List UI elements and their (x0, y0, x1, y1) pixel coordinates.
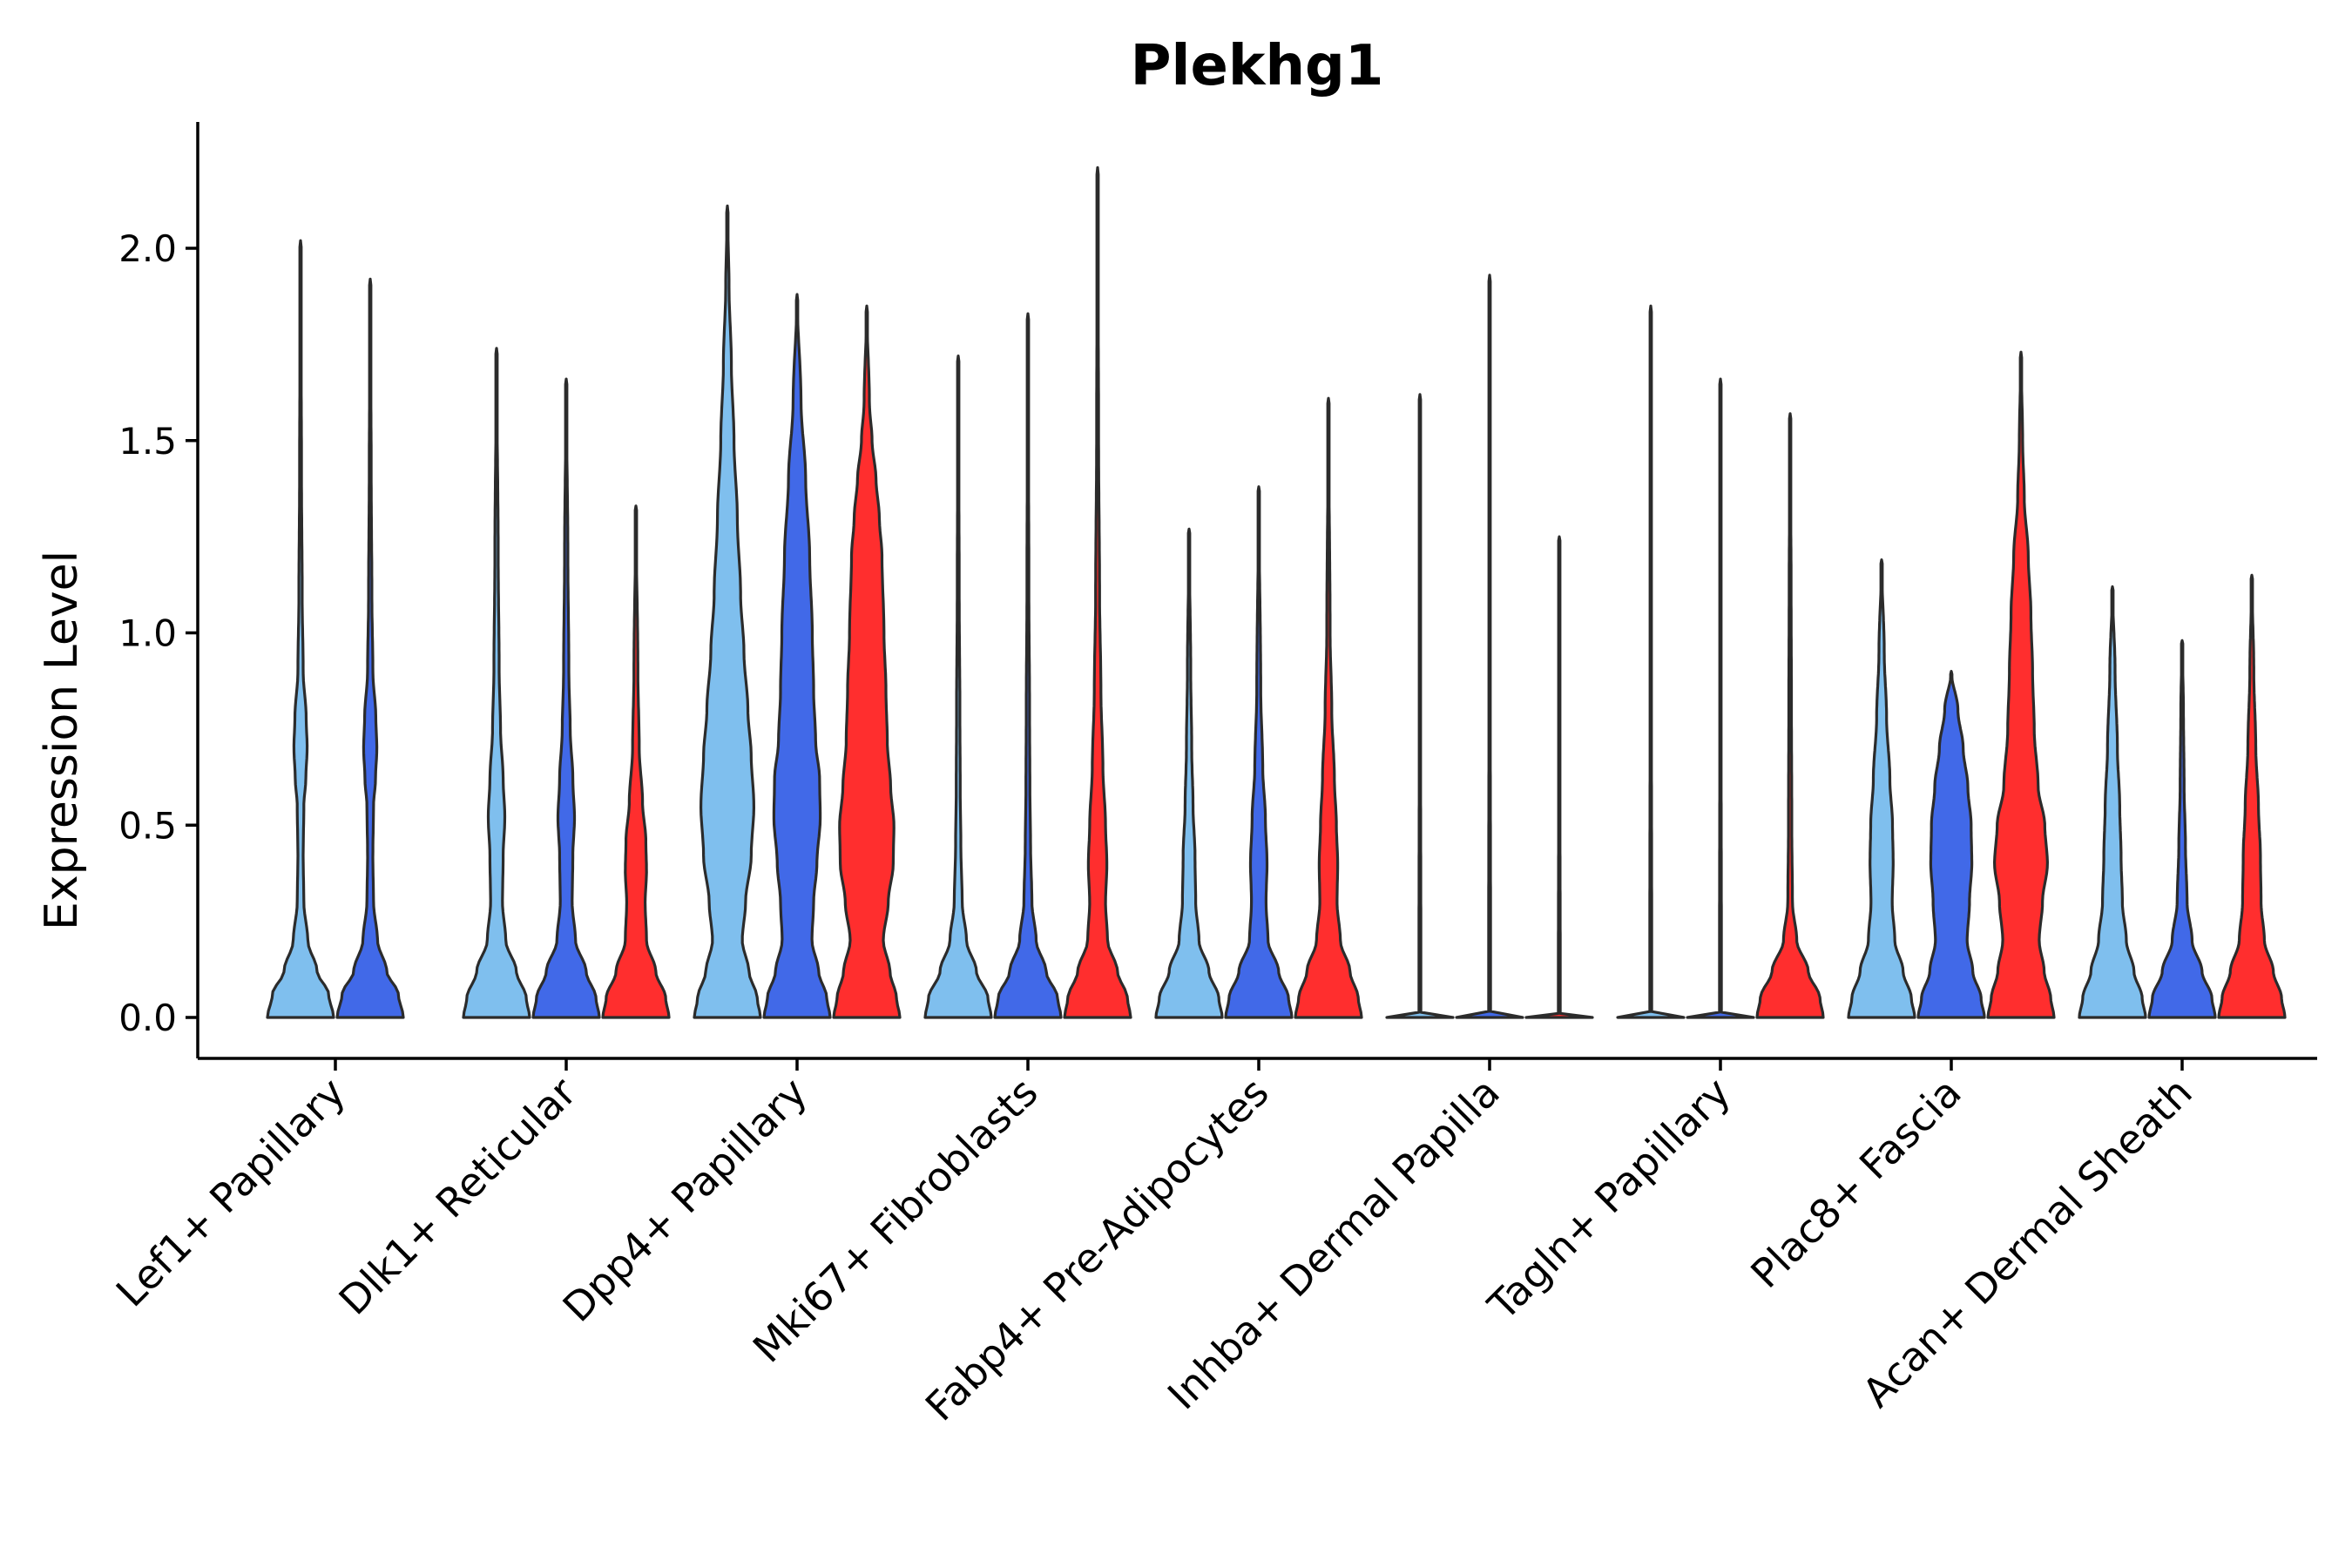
violin (1455, 274, 1524, 1019)
violin (923, 355, 993, 1019)
violin-group (1616, 304, 1825, 1019)
violin (1063, 166, 1132, 1019)
violin (531, 377, 601, 1019)
violin (1616, 304, 1686, 1019)
violin (1686, 377, 1755, 1019)
violin-group (1847, 350, 2056, 1019)
y-tick-label: 1.5 (118, 420, 177, 463)
violin (601, 504, 671, 1019)
violin-group (693, 204, 902, 1019)
violin (2217, 573, 2287, 1019)
violin-group (462, 347, 671, 1019)
violin (1755, 412, 1825, 1019)
violin (1385, 393, 1455, 1019)
x-tick-label: Dpp4+ Papillary (554, 1069, 816, 1331)
violin (693, 204, 762, 1019)
violin (832, 304, 902, 1019)
violin (335, 277, 405, 1019)
y-tick-label: 1.0 (118, 612, 177, 655)
y-tick-label: 0.0 (118, 997, 177, 1039)
violin (1224, 485, 1294, 1019)
violin-group (2078, 573, 2287, 1019)
violin (2147, 639, 2217, 1019)
violin-group (923, 166, 1132, 1019)
y-axis-label: Expression Level (36, 551, 88, 930)
violin (266, 239, 335, 1019)
violin (1294, 396, 1363, 1019)
chart-title: Plekhg1 (1131, 34, 1384, 98)
violin-group (1385, 274, 1594, 1019)
violin (1847, 558, 1916, 1019)
violin-group (1154, 396, 1363, 1019)
x-tick-label: Dlk1+ Reticular (330, 1069, 585, 1324)
violin (993, 312, 1063, 1019)
x-tick-label: Lef1+ Papillary (107, 1069, 355, 1316)
violin-layer (266, 166, 2287, 1019)
y-tick-label: 2.0 (118, 227, 177, 270)
violin-group (266, 239, 405, 1019)
x-tick-label: Tagln+ Papillary (1478, 1069, 1740, 1330)
violin (2078, 585, 2147, 1019)
violin (462, 347, 531, 1019)
violin (1986, 350, 2056, 1019)
violin (1154, 527, 1224, 1019)
y-tick-label: 0.5 (118, 804, 177, 847)
violin (1524, 535, 1594, 1019)
x-tick-label: Plac8+ Fascia (1741, 1069, 1970, 1297)
violin (1916, 670, 1986, 1019)
violin (762, 293, 832, 1019)
